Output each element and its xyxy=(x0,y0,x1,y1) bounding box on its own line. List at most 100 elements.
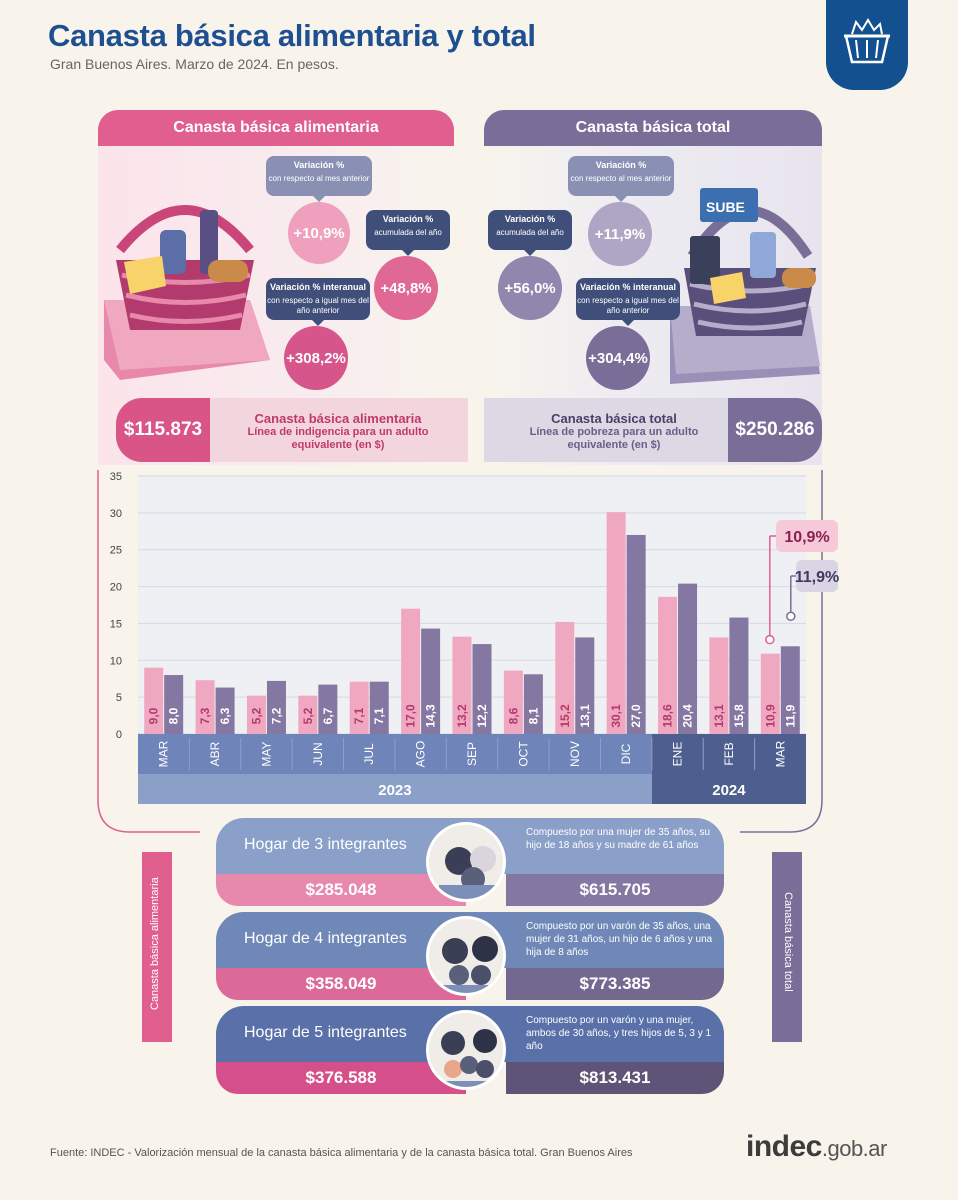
category-label: FEB xyxy=(722,742,736,765)
plot-area xyxy=(138,476,806,734)
year-label: 2024 xyxy=(712,782,746,799)
bar xyxy=(421,628,441,734)
bar xyxy=(195,680,215,734)
category-label: AGO xyxy=(414,741,428,768)
bar xyxy=(760,653,780,734)
household-4-illustration xyxy=(426,916,506,996)
household-5-cbt: $813.431 xyxy=(506,1062,724,1094)
data-label: 8,0 xyxy=(167,707,181,724)
y-tick-label: 10 xyxy=(110,655,122,667)
y-tick-label: 20 xyxy=(110,582,122,594)
bar xyxy=(452,636,472,734)
variation-bar-chart: 0 5 10 15 20 25 30 35 9,0 8,0 7,3 6,3 5,2 7,2 5,2 6,7 7… xyxy=(110,471,839,804)
category-label: MAR xyxy=(773,740,787,767)
bar xyxy=(401,608,421,734)
data-label: 7,3 xyxy=(198,707,212,724)
data-label: 13,1 xyxy=(712,704,726,728)
household-5: Hogar de 5 integrantes Compuesto por un … xyxy=(216,1006,724,1094)
household-3-desc: Compuesto por una mujer de 35 años, su h… xyxy=(526,827,710,851)
data-label: 13,1 xyxy=(578,704,592,728)
cbt-side-label: Canasta básica total xyxy=(782,892,794,992)
data-label: 9,0 xyxy=(147,707,161,724)
cba-side-bar: Canasta básica alimentaria xyxy=(142,852,172,1042)
bar xyxy=(575,637,595,734)
y-tick-label: 0 xyxy=(116,729,122,741)
cba-yoy-tag: Variación % interanual con respecto a igu… xyxy=(266,278,370,326)
cbt-price-box: Canasta básica total Línea de pobreza par… xyxy=(484,398,822,462)
page-title: Canasta básica alimentaria y total xyxy=(48,18,536,53)
bar xyxy=(678,583,698,734)
category-label: ABR xyxy=(208,741,222,766)
y-tick-label: 5 xyxy=(116,692,122,704)
chart-callouts: 10,9% 11,9% xyxy=(765,520,839,645)
cbt-price-caption: Canasta básica total Línea de pobreza par… xyxy=(529,411,699,451)
bar xyxy=(709,637,729,734)
household-5-name: Hogar de 5 integrantes xyxy=(244,1024,407,1041)
bar xyxy=(144,667,164,734)
cbt-heading: Canasta básica total xyxy=(484,110,822,146)
total-basket-icon: SUBE xyxy=(670,188,820,384)
bar xyxy=(266,680,286,734)
bar xyxy=(523,674,543,734)
data-label: 15,8 xyxy=(732,704,746,728)
data-label: 12,2 xyxy=(475,704,489,728)
year-band-2024 xyxy=(651,774,806,804)
cba-monthly-tag: Variación % con respecto al mes anterior xyxy=(266,156,372,202)
category-label: MAR xyxy=(157,740,171,767)
cbt-side-bar: Canasta básica total xyxy=(772,852,802,1042)
cba-price-box: $115.873 Canasta básica alimentaria Línea… xyxy=(116,398,468,462)
cba-price-caption: Canasta básica alimentaria Línea de indig… xyxy=(247,411,429,451)
bar xyxy=(729,617,749,734)
cba-price-value: $115.873 xyxy=(116,398,210,462)
bar xyxy=(318,684,338,734)
cba-accum-tag: Variación % acumulada del año xyxy=(366,210,450,256)
data-label: 10,9 xyxy=(763,704,777,728)
household-4-name: Hogar de 4 integrantes xyxy=(244,930,407,947)
cbt-yoy-value: +304,4% xyxy=(586,326,650,390)
callout-box-cba xyxy=(776,520,838,552)
data-label: 14,3 xyxy=(424,704,438,728)
data-label: 17,0 xyxy=(404,704,418,728)
data-label: 7,1 xyxy=(372,707,386,724)
data-label: 8,6 xyxy=(506,707,520,724)
household-5-desc: Compuesto por un varón y una mujer, ambo… xyxy=(526,1015,712,1052)
bar xyxy=(780,646,800,734)
bar xyxy=(215,687,235,734)
y-tick-label: 25 xyxy=(110,545,122,557)
food-basket-icon xyxy=(104,205,270,380)
cba-monthly-value: +10,9% xyxy=(288,202,350,264)
household-4-cba: $358.049 xyxy=(216,968,466,1000)
chart-bars: 9,0 8,0 7,3 6,3 5,2 7,2 5,2 6,7 7,1 7,1 17,0 14,3 13… xyxy=(144,512,800,734)
cbt-monthly-value: +11,9% xyxy=(588,202,652,266)
bar xyxy=(298,695,318,734)
cba-side-label: Canasta básica alimentaria xyxy=(149,877,161,1010)
callout-box-cbt xyxy=(796,560,838,592)
data-label: 11,9 xyxy=(783,704,797,727)
cba-accum-value: +48,8% xyxy=(374,256,438,320)
data-label: 15,2 xyxy=(558,704,572,728)
callout-dot-cbt xyxy=(786,611,796,622)
basket-icon xyxy=(844,18,890,64)
cbt-price-value: $250.286 xyxy=(728,398,822,462)
household-4-desc: Compuesto por un varón de 35 años, una m… xyxy=(526,921,713,958)
household-3-name: Hogar de 3 integrantes xyxy=(244,836,407,853)
data-label: 6,7 xyxy=(321,707,335,724)
callout-text-cba: 10,9% xyxy=(784,529,829,546)
cbt-accum-tag: Variación % acumulada del año xyxy=(488,210,572,256)
household-3-cbt: $615.705 xyxy=(506,874,724,906)
data-label: 7,1 xyxy=(352,707,366,724)
category-label: NOV xyxy=(568,741,582,767)
callout-dot-cba xyxy=(765,634,775,645)
household-5-illustration xyxy=(426,1010,506,1090)
source-footer: Fuente: INDEC - Valorización mensual de … xyxy=(50,1147,633,1159)
category-label: JUL xyxy=(362,743,376,765)
household-3: Hogar de 3 integrantes Compuesto por una… xyxy=(216,818,724,906)
household-4: Hogar de 4 integrantes Compuesto por un … xyxy=(216,912,724,1000)
page-subtitle: Gran Buenos Aires. Marzo de 2024. En pes… xyxy=(50,56,339,72)
bar xyxy=(503,670,523,734)
cbt-monthly-tag: Variación % con respecto al mes anterior xyxy=(568,156,674,202)
bar xyxy=(349,681,369,734)
category-label: SEP xyxy=(465,742,479,766)
category-band-2024 xyxy=(651,734,806,774)
bar xyxy=(606,512,626,734)
